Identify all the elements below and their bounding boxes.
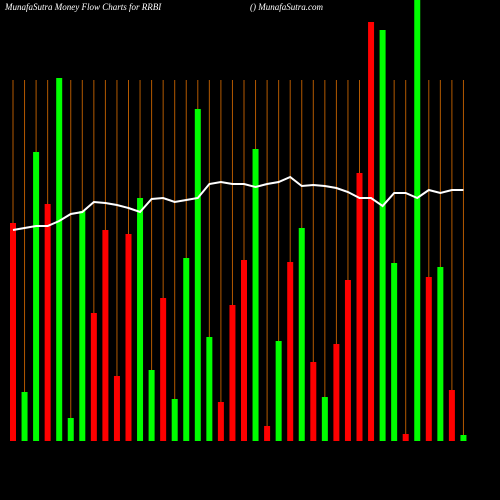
bar — [252, 149, 259, 441]
bar — [21, 392, 28, 441]
bar — [160, 298, 167, 441]
bar — [183, 258, 190, 441]
bar — [448, 390, 455, 441]
chart-title: MunafaSutra Money Flow Charts for RRBI — [4, 2, 162, 12]
bar — [171, 399, 178, 441]
bar — [56, 78, 63, 441]
bar — [287, 262, 294, 441]
bar — [241, 260, 247, 441]
bar — [229, 305, 236, 441]
bar — [402, 434, 409, 441]
flow-line — [12, 175, 464, 231]
bar — [206, 337, 213, 441]
bar — [264, 426, 271, 441]
bar — [333, 344, 340, 441]
bar — [90, 313, 97, 441]
bar — [275, 341, 282, 441]
chart-subtitle: () MunafaSutra.com — [250, 2, 323, 12]
bar — [67, 418, 74, 441]
bar — [310, 362, 317, 441]
bar — [217, 402, 224, 441]
bar — [321, 397, 328, 441]
bar — [344, 280, 351, 441]
bar — [102, 230, 109, 441]
bar — [113, 376, 120, 441]
bar — [356, 173, 363, 441]
bar — [425, 277, 432, 441]
bar — [44, 204, 51, 441]
bar — [391, 263, 398, 441]
bar — [148, 370, 155, 441]
bar — [437, 267, 444, 441]
bar — [137, 198, 144, 441]
bar — [79, 211, 86, 441]
bar — [194, 109, 201, 441]
bar — [10, 223, 16, 441]
bar — [125, 234, 132, 441]
bar — [379, 30, 386, 441]
bar — [368, 22, 375, 441]
bar — [460, 435, 467, 441]
bar — [298, 228, 305, 441]
bar — [414, 0, 421, 441]
bar — [33, 152, 40, 441]
